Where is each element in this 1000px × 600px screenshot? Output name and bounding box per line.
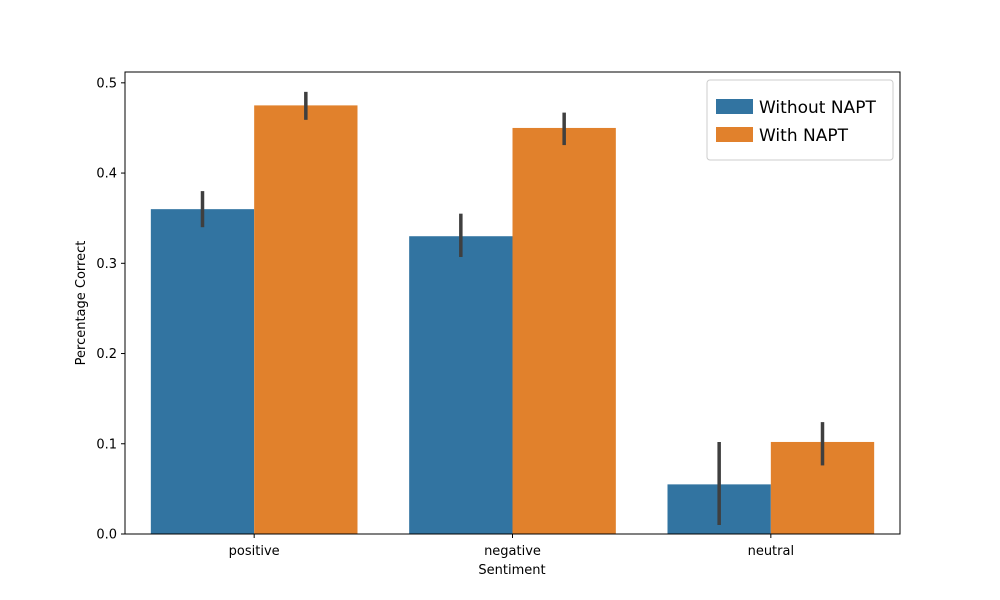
legend-label-with-napt: With NAPT bbox=[759, 126, 849, 146]
bar-with-napt-positive bbox=[254, 105, 358, 534]
bars-layer bbox=[150, 105, 875, 534]
y-tick-label: 0.3 bbox=[96, 257, 117, 272]
x-axis: positive negative neutral bbox=[229, 534, 794, 559]
y-tick-label: 0.0 bbox=[96, 528, 117, 543]
legend-label-without-napt: Without NAPT bbox=[759, 98, 876, 118]
legend-swatch-without-napt bbox=[716, 99, 753, 114]
y-tick-label: 0.4 bbox=[96, 167, 117, 182]
error-bars-layer bbox=[200, 91, 825, 525]
y-axis-label: Percentage Correct bbox=[74, 241, 89, 366]
bar-with-napt-negative bbox=[512, 127, 616, 534]
x-tick-label-negative: negative bbox=[484, 544, 541, 559]
x-tick-label-positive: positive bbox=[229, 544, 280, 559]
x-tick-label-neutral: neutral bbox=[748, 544, 795, 559]
x-axis-label: Sentiment bbox=[478, 563, 545, 578]
bar-without-napt-negative bbox=[409, 236, 513, 534]
legend-frame bbox=[706, 79, 894, 161]
y-axis: 0.0 0.1 0.2 0.3 0.4 0.5 bbox=[96, 76, 125, 543]
y-tick-label: 0.2 bbox=[96, 347, 117, 362]
legend-swatch-with-napt bbox=[716, 127, 753, 142]
legend: Without NAPT With NAPT bbox=[706, 79, 894, 161]
y-tick-label: 0.1 bbox=[96, 437, 117, 452]
y-tick-label: 0.5 bbox=[96, 76, 117, 91]
bar-without-napt-positive bbox=[150, 209, 255, 534]
